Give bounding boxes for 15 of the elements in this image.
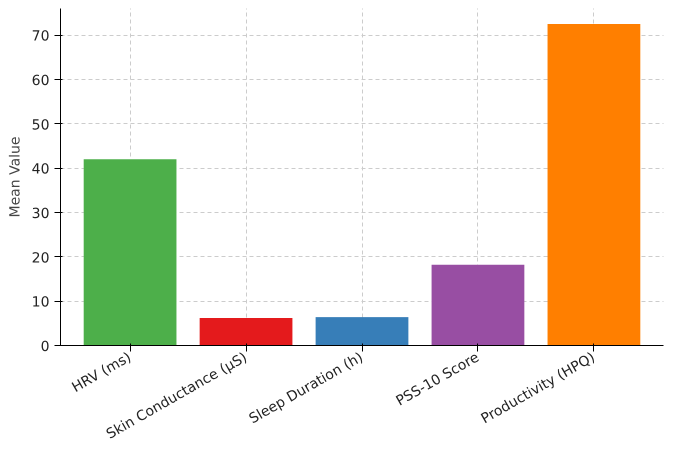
y-tick-label: 60 bbox=[32, 72, 50, 89]
bar bbox=[316, 317, 408, 346]
bar bbox=[200, 318, 292, 346]
x-tick-label: HRV (ms) bbox=[69, 350, 134, 396]
y-tick-label: 70 bbox=[32, 28, 50, 45]
y-tick-label: 20 bbox=[32, 250, 50, 266]
y-tick-label: 40 bbox=[32, 162, 50, 178]
y-tick-label: 50 bbox=[32, 117, 50, 134]
y-tick-label: 10 bbox=[32, 294, 50, 311]
bar bbox=[84, 159, 176, 346]
y-axis-title: Mean Value bbox=[8, 136, 24, 218]
bar bbox=[432, 264, 524, 346]
y-tick-label: 0 bbox=[40, 339, 50, 355]
bar bbox=[548, 24, 640, 346]
y-tick-label: 30 bbox=[32, 206, 50, 222]
